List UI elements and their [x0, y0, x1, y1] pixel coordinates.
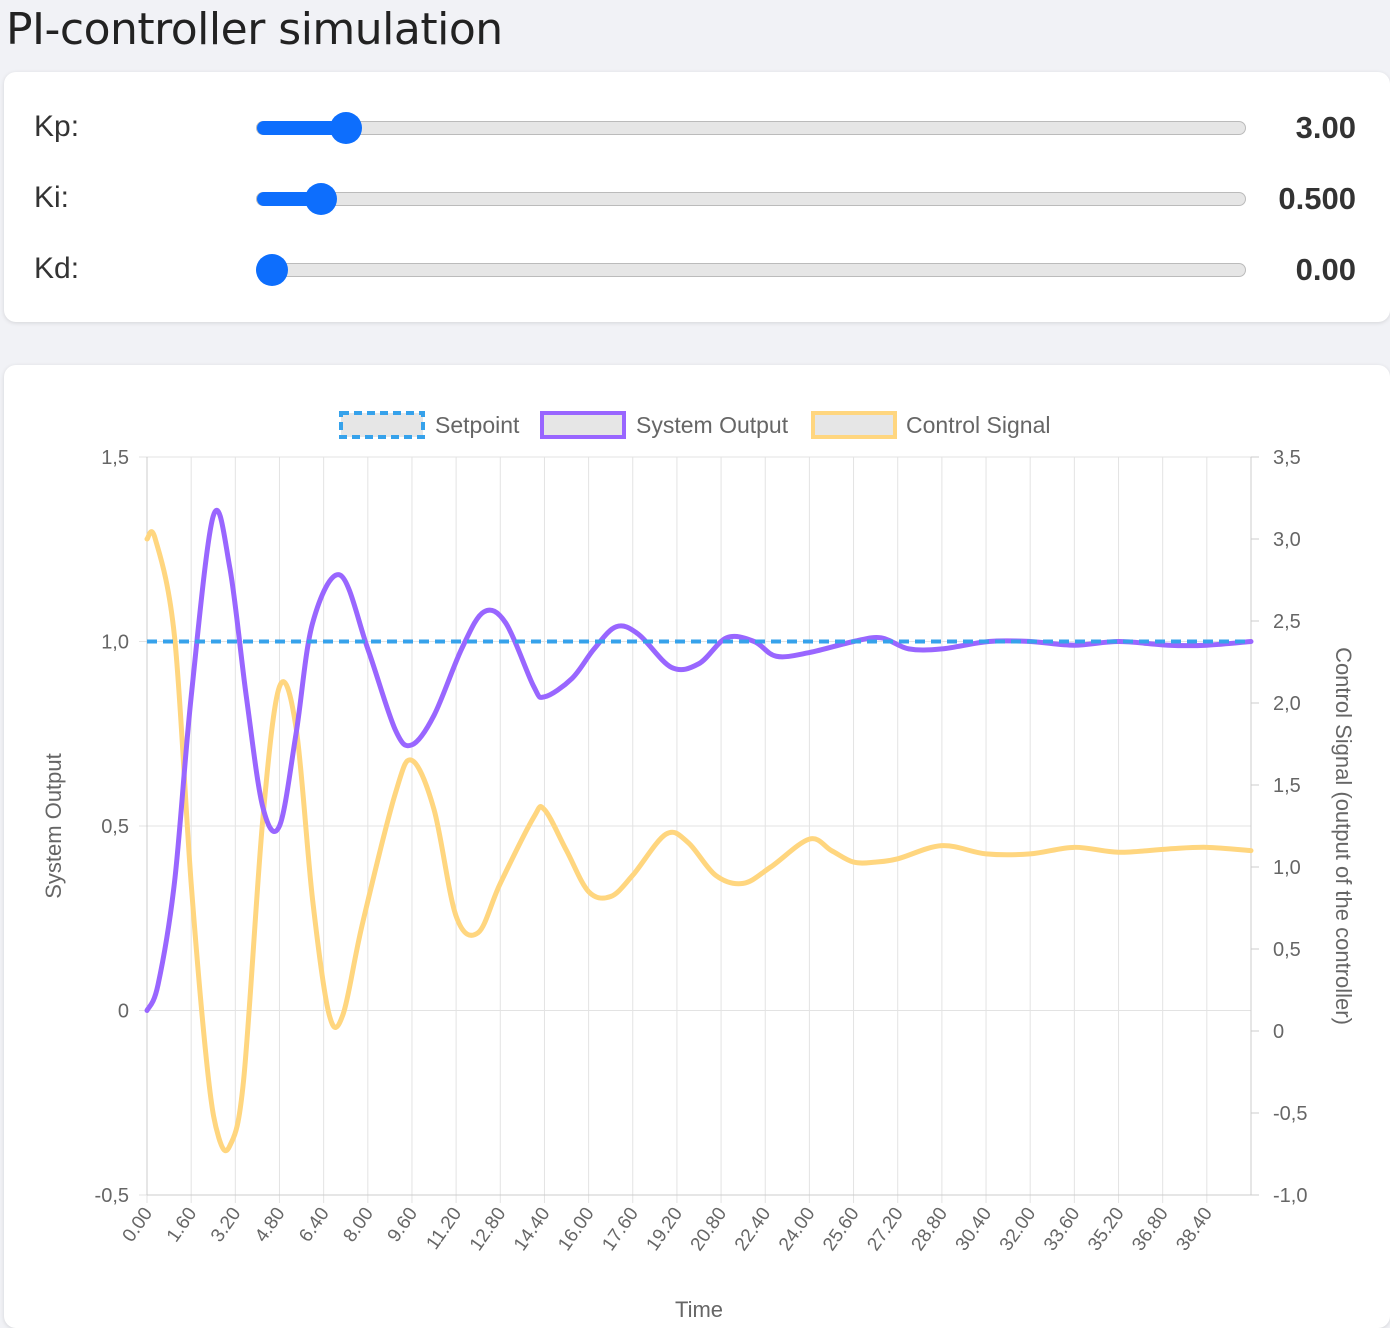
legend-swatch-setpoint [339, 411, 425, 439]
kd-slider[interactable] [255, 254, 1246, 286]
ki-slider[interactable] [256, 183, 1246, 215]
y-right-tick-label: 2,0 [1273, 693, 1301, 715]
controls-card: Kp: 3.00 Ki: 0.500 Kd: 0.00 [4, 72, 1390, 322]
y-left-tick-label: 0 [118, 1001, 129, 1023]
x-tick-label: 35.20 [1084, 1204, 1128, 1255]
x-tick-label: 20.80 [687, 1204, 731, 1255]
x-tick-label: 1.60 [163, 1204, 201, 1246]
system-output-series-line [144, 507, 1254, 1013]
x-tick-label: 11.20 [423, 1204, 467, 1254]
chart-card: 0.00 1.60 3.20 4.80 6.40 8.00 9.60 11.20 12.80 14… [4, 365, 1390, 1328]
y-right-tick-label: 1,5 [1273, 775, 1301, 797]
legend-label-control-signal: Control Signal [906, 412, 1050, 438]
x-tick-label: 24.00 [775, 1204, 819, 1255]
kd-value: 0.00 [1295, 252, 1356, 287]
y-right-tick-label: 3,0 [1273, 529, 1301, 551]
x-tick-label: 30.40 [952, 1204, 996, 1255]
y-left-axis-title: System Output [41, 753, 66, 899]
kd-label: Kd: [34, 252, 80, 285]
x-tick-label: 32.00 [996, 1204, 1040, 1255]
y-right-tick-label: 1,0 [1273, 857, 1301, 879]
x-tick-label: 33.60 [1040, 1204, 1084, 1255]
legend-swatch-system-output [540, 411, 626, 439]
ki-slider-thumb[interactable] [305, 183, 338, 215]
y-right-tick-label: -0,5 [1273, 1103, 1307, 1125]
x-tick-label: 14.40 [510, 1204, 554, 1255]
x-tick-label: 36.80 [1128, 1204, 1172, 1255]
x-tick-label: 8.00 [339, 1204, 377, 1246]
pid-chart: 0.00 1.60 3.20 4.80 6.40 8.00 9.60 11.20 12.80 14… [41, 411, 1356, 1322]
y-left-tick-label: 1,5 [101, 447, 129, 469]
x-tick-label: 6.40 [295, 1204, 333, 1246]
y-right-tick-label: 0,5 [1273, 939, 1301, 961]
y-right-tick-label: 2,5 [1273, 611, 1301, 633]
x-tick-label: 3.20 [207, 1204, 245, 1246]
slider-row-ki: Ki: 0.500 [4, 173, 1390, 223]
y-right-tick-label: 0 [1273, 1021, 1284, 1043]
y-left-tick-label: 0,5 [101, 816, 129, 838]
x-tick-label: 0.00 [119, 1204, 157, 1246]
legend-swatch-control-signal [811, 411, 897, 439]
x-tick-label: 4.80 [251, 1204, 289, 1246]
x-tick-label: 25.60 [819, 1204, 863, 1255]
ki-label: Ki: [34, 181, 70, 214]
x-tick-label: 28.80 [908, 1204, 952, 1255]
x-tick-label: 27.20 [863, 1204, 907, 1255]
legend-label-setpoint: Setpoint [435, 412, 520, 438]
legend-label-system-output: System Output [636, 412, 789, 438]
control-signal-series-line [144, 529, 1254, 1154]
y-left-tick-label: 1,0 [101, 632, 129, 654]
y-left-tick-label: -0,5 [95, 1185, 129, 1207]
ki-slider-fill [257, 192, 322, 206]
y-right-tick-label: 3,5 [1273, 447, 1301, 469]
slider-row-kp: Kp: 3.00 [4, 102, 1390, 152]
x-tick-label: 16.00 [554, 1204, 598, 1255]
page-title: PI-controller simulation [6, 4, 503, 55]
x-tick-label: 9.60 [384, 1204, 422, 1246]
x-tick-label: 22.40 [731, 1204, 775, 1255]
x-tick-label: 12.80 [466, 1204, 510, 1255]
x-tick-label: 38.40 [1172, 1204, 1216, 1255]
y-right-axis-title: Control Signal (output of the controller… [1331, 647, 1356, 1025]
slider-row-kd: Kd: 0.00 [4, 244, 1390, 294]
kp-slider-thumb[interactable] [329, 112, 362, 144]
x-tick-label: 19.20 [643, 1204, 687, 1255]
kp-slider[interactable] [256, 112, 1246, 144]
kp-slider-fill [257, 121, 346, 135]
x-axis-title: Time [675, 1297, 723, 1322]
kp-value: 3.00 [1295, 110, 1356, 145]
kp-label: Kp: [34, 110, 80, 143]
kd-slider-thumb[interactable] [255, 254, 288, 286]
y-right-tick-label: -1,0 [1273, 1185, 1307, 1207]
x-tick-label: 17.60 [598, 1204, 642, 1255]
ki-value: 0.500 [1278, 181, 1356, 216]
